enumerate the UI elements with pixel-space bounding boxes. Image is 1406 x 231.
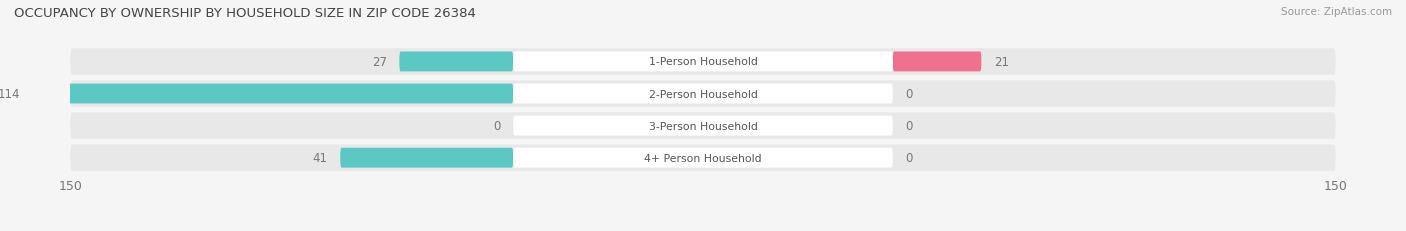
Legend: Owner-occupied, Renter-occupied: Owner-occupied, Renter-occupied [572, 228, 834, 231]
Text: 21: 21 [994, 56, 1010, 69]
FancyBboxPatch shape [340, 148, 513, 168]
Text: OCCUPANCY BY OWNERSHIP BY HOUSEHOLD SIZE IN ZIP CODE 26384: OCCUPANCY BY OWNERSHIP BY HOUSEHOLD SIZE… [14, 7, 477, 20]
Text: 0: 0 [905, 88, 912, 100]
Text: 1-Person Household: 1-Person Household [648, 57, 758, 67]
FancyBboxPatch shape [513, 52, 893, 72]
Text: 0: 0 [494, 120, 501, 133]
Text: 41: 41 [312, 152, 328, 164]
FancyBboxPatch shape [513, 148, 893, 168]
Text: 0: 0 [905, 120, 912, 133]
FancyBboxPatch shape [513, 84, 893, 104]
Text: 27: 27 [371, 56, 387, 69]
FancyBboxPatch shape [70, 145, 1336, 171]
FancyBboxPatch shape [70, 81, 1336, 107]
FancyBboxPatch shape [70, 113, 1336, 139]
FancyBboxPatch shape [893, 52, 981, 72]
Text: Source: ZipAtlas.com: Source: ZipAtlas.com [1281, 7, 1392, 17]
Text: 0: 0 [905, 152, 912, 164]
FancyBboxPatch shape [513, 116, 893, 136]
Text: 114: 114 [0, 88, 20, 100]
FancyBboxPatch shape [32, 84, 513, 104]
FancyBboxPatch shape [399, 52, 513, 72]
Text: 2-Person Household: 2-Person Household [648, 89, 758, 99]
FancyBboxPatch shape [70, 49, 1336, 75]
Text: 4+ Person Household: 4+ Person Household [644, 153, 762, 163]
Text: 3-Person Household: 3-Person Household [648, 121, 758, 131]
